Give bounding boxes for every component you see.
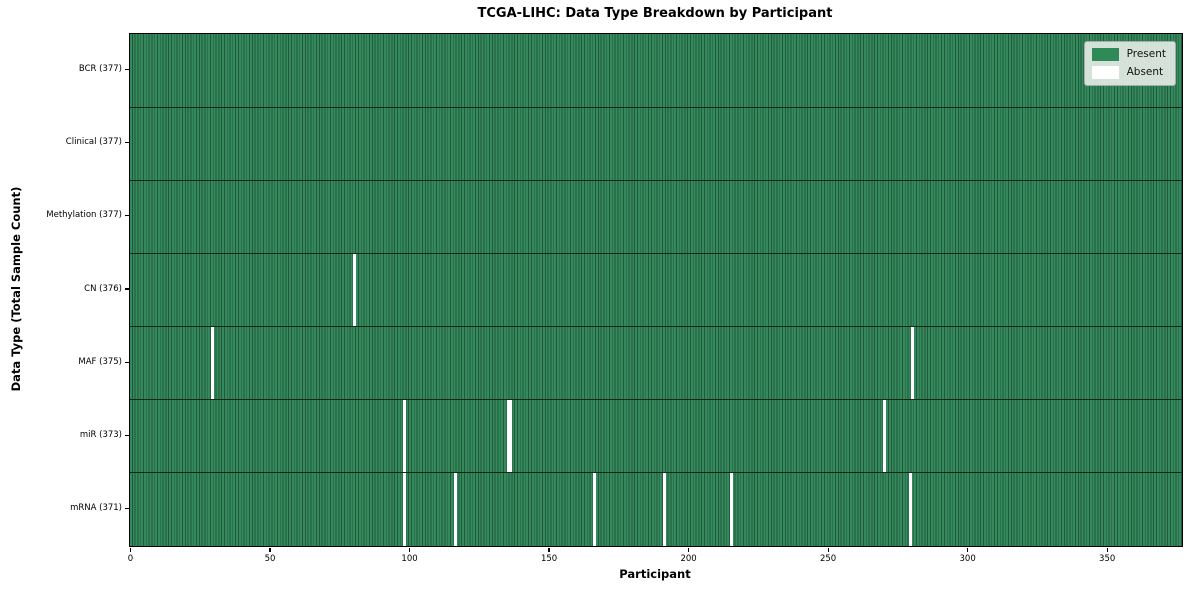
- legend-item-absent: Absent: [1091, 66, 1166, 79]
- row-divider: [130, 399, 1182, 401]
- heatmap-row-mir: [130, 399, 1182, 473]
- x-tick-label: 150: [540, 554, 558, 564]
- x-tick-mark: [269, 548, 271, 552]
- y-tick-label: Methylation (377): [46, 210, 122, 221]
- y-tick-mark: [125, 361, 129, 363]
- x-tick-label: 50: [264, 554, 276, 564]
- absent-cell: [509, 399, 513, 473]
- x-tick-mark: [687, 548, 690, 552]
- absent-swatch-icon: [1091, 66, 1119, 79]
- absent-cell: [911, 326, 915, 400]
- y-tick-mark: [125, 68, 129, 71]
- absent-cell: [729, 472, 733, 546]
- row-divider: [130, 325, 1182, 328]
- y-tick-mark: [125, 434, 129, 436]
- x-tick-label: 350: [1099, 554, 1116, 564]
- y-tick-mark: [125, 215, 129, 217]
- chart-title: TCGA-LIHC: Data Type Breakdown by Partic…: [477, 6, 833, 21]
- row-divider: [130, 252, 1182, 255]
- absent-cell: [353, 253, 357, 327]
- x-tick-mark: [827, 548, 829, 552]
- legend-label-present: Present: [1126, 48, 1166, 60]
- heatmap-row-methylation: [130, 180, 1182, 254]
- x-tick-label: 0: [127, 554, 134, 564]
- y-tick-label: Clinical (377): [65, 137, 122, 148]
- absent-cell: [662, 472, 666, 546]
- legend-label-absent: Absent: [1126, 66, 1164, 78]
- y-tick-label: CN (376): [84, 283, 122, 294]
- x-tick-mark: [408, 548, 411, 552]
- heatmap-row-bcr: [130, 34, 1182, 108]
- y-tick-mark: [125, 507, 129, 510]
- absent-cell: [210, 326, 214, 400]
- heatmap-row-cn: [130, 253, 1182, 327]
- y-tick-label: BCR (377): [78, 64, 122, 75]
- y-tick-label: miR (373): [79, 429, 122, 440]
- heatmap-row-clinical: [130, 107, 1182, 181]
- heatmap-row-mrna: [130, 472, 1182, 546]
- x-tick-label: 300: [959, 554, 976, 564]
- y-tick-label: mRNA (371): [70, 502, 122, 513]
- x-tick-mark: [1106, 548, 1108, 552]
- row-divider: [130, 472, 1182, 474]
- y-tick-mark: [125, 142, 129, 144]
- x-tick-label: 200: [680, 554, 697, 564]
- x-tick-mark: [548, 548, 550, 552]
- absent-cell: [908, 472, 912, 546]
- y-tick-label: MAF (375): [78, 356, 122, 367]
- x-axis-label: Participant: [619, 567, 691, 581]
- absent-cell: [453, 472, 457, 546]
- legend: Present Absent: [1083, 41, 1176, 86]
- heatmap-row-maf: [130, 326, 1182, 400]
- x-tick-label: 250: [819, 554, 837, 564]
- legend-item-present: Present: [1091, 48, 1166, 61]
- y-tick-mark: [125, 288, 129, 290]
- absent-cell: [883, 399, 887, 473]
- row-divider: [130, 179, 1182, 181]
- x-tick-mark: [129, 548, 132, 552]
- plot-area: Present Absent: [129, 33, 1183, 547]
- absent-cell: [593, 472, 597, 546]
- x-tick-label: 100: [401, 554, 418, 564]
- present-swatch-icon: [1091, 48, 1119, 61]
- x-tick-mark: [967, 548, 969, 552]
- absent-cell: [506, 399, 510, 473]
- row-divider: [130, 106, 1182, 108]
- absent-cell: [403, 399, 407, 473]
- absent-cell: [403, 472, 407, 546]
